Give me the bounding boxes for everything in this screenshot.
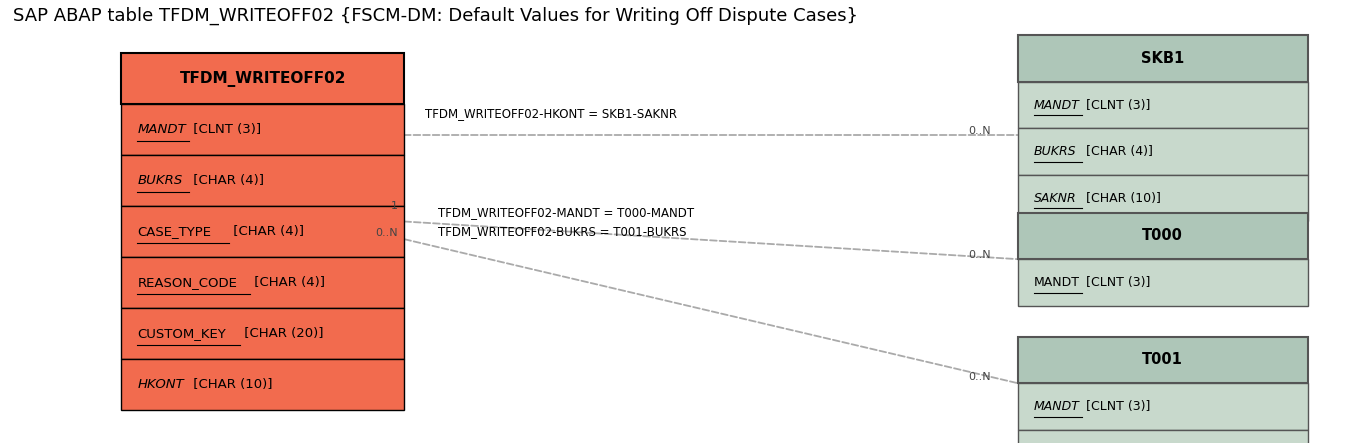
FancyBboxPatch shape — [121, 104, 404, 155]
Text: T001: T001 — [1142, 353, 1184, 367]
Text: TFDM_WRITEOFF02: TFDM_WRITEOFF02 — [179, 70, 346, 87]
Text: [CLNT (3)]: [CLNT (3)] — [1082, 400, 1151, 413]
Text: [CLNT (3)]: [CLNT (3)] — [189, 123, 260, 136]
FancyBboxPatch shape — [1018, 430, 1308, 443]
Text: MANDT: MANDT — [1034, 99, 1080, 112]
Text: 0..N: 0..N — [968, 250, 991, 260]
Text: TFDM_WRITEOFF02-MANDT = T000-MANDT: TFDM_WRITEOFF02-MANDT = T000-MANDT — [438, 206, 694, 219]
Text: REASON_CODE: REASON_CODE — [137, 276, 237, 289]
FancyBboxPatch shape — [121, 206, 404, 257]
FancyBboxPatch shape — [121, 53, 404, 104]
Text: MANDT: MANDT — [1034, 276, 1080, 289]
FancyBboxPatch shape — [1018, 82, 1308, 128]
Text: BUKRS: BUKRS — [137, 174, 183, 187]
Text: SAP ABAP table TFDM_WRITEOFF02 {FSCM-DM: Default Values for Writing Off Dispute : SAP ABAP table TFDM_WRITEOFF02 {FSCM-DM:… — [13, 7, 859, 25]
Text: [CHAR (4)]: [CHAR (4)] — [249, 276, 325, 289]
Text: 0..N: 0..N — [968, 373, 991, 382]
Text: SAKNR: SAKNR — [1034, 192, 1077, 205]
Text: 1: 1 — [391, 201, 398, 211]
Text: [CHAR (4)]: [CHAR (4)] — [229, 225, 305, 238]
Text: CUSTOM_KEY: CUSTOM_KEY — [137, 327, 226, 340]
Text: MANDT: MANDT — [137, 123, 186, 136]
FancyBboxPatch shape — [1018, 337, 1308, 383]
FancyBboxPatch shape — [1018, 383, 1308, 430]
Text: [CHAR (10)]: [CHAR (10)] — [1082, 192, 1161, 205]
Text: TFDM_WRITEOFF02-BUKRS = T001-BUKRS: TFDM_WRITEOFF02-BUKRS = T001-BUKRS — [438, 225, 686, 238]
Text: HKONT: HKONT — [137, 378, 185, 391]
FancyBboxPatch shape — [121, 359, 404, 410]
Text: MANDT: MANDT — [1034, 400, 1080, 413]
FancyBboxPatch shape — [121, 257, 404, 308]
FancyBboxPatch shape — [1018, 35, 1308, 82]
FancyBboxPatch shape — [1018, 175, 1308, 222]
Text: [CHAR (20)]: [CHAR (20)] — [240, 327, 324, 340]
FancyBboxPatch shape — [121, 155, 404, 206]
Text: TFDM_WRITEOFF02-HKONT = SKB1-SAKNR: TFDM_WRITEOFF02-HKONT = SKB1-SAKNR — [425, 107, 677, 120]
Text: [CHAR (4)]: [CHAR (4)] — [189, 174, 264, 187]
Text: [CLNT (3)]: [CLNT (3)] — [1082, 99, 1151, 112]
Text: [CHAR (4)]: [CHAR (4)] — [1082, 145, 1153, 158]
FancyBboxPatch shape — [1018, 213, 1308, 259]
Text: [CLNT (3)]: [CLNT (3)] — [1082, 276, 1151, 289]
Text: CASE_TYPE: CASE_TYPE — [137, 225, 212, 238]
Text: [CHAR (10)]: [CHAR (10)] — [189, 378, 272, 391]
Text: SKB1: SKB1 — [1140, 51, 1185, 66]
Text: BUKRS: BUKRS — [1034, 145, 1077, 158]
Text: 0..N: 0..N — [375, 228, 398, 237]
Text: T000: T000 — [1142, 229, 1184, 243]
FancyBboxPatch shape — [1018, 259, 1308, 306]
FancyBboxPatch shape — [121, 308, 404, 359]
Text: 0..N: 0..N — [968, 126, 991, 136]
FancyBboxPatch shape — [1018, 128, 1308, 175]
